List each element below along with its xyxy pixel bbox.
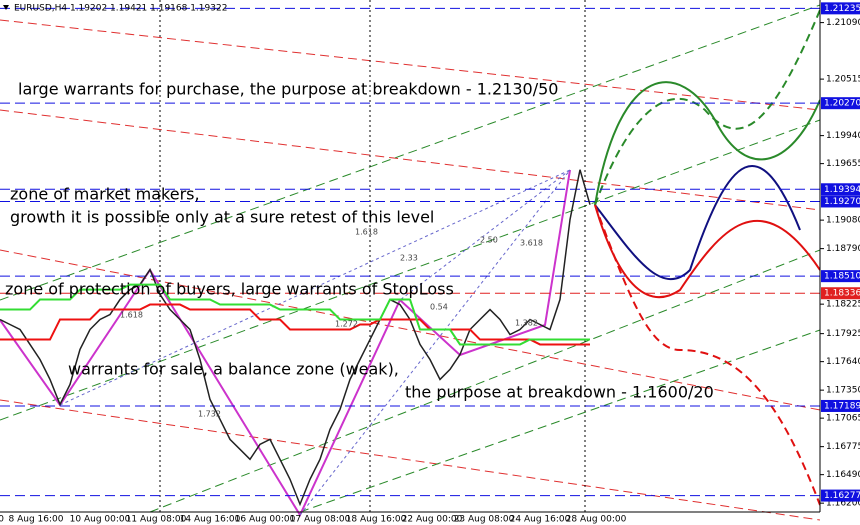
fib-label: 3.618 xyxy=(520,239,543,248)
annotation: growth it is possible only at a sure ret… xyxy=(10,208,434,227)
x-tick-label: 10 Aug 00:00 xyxy=(70,515,131,525)
x-tick-label: 18 Aug 16:00 xyxy=(346,515,407,525)
fib-label: 0.54 xyxy=(430,303,448,312)
x-tick-label: 23 Aug 08:00 xyxy=(454,515,515,525)
level-label-bg xyxy=(821,97,860,110)
price-axis-bg xyxy=(820,0,860,525)
harmonic-pattern xyxy=(0,169,571,518)
x-tick-label: 8 Aug 16:00 xyxy=(9,515,64,525)
y-tick-label: 1.16490 xyxy=(826,470,860,480)
y-tick-label: 1.19655 xyxy=(826,159,860,169)
level-label-bg xyxy=(821,489,860,502)
level-label-bg xyxy=(821,399,860,412)
price-line xyxy=(0,169,591,507)
level-label-bg xyxy=(821,183,860,196)
y-tick-label: 1.17640 xyxy=(826,357,860,367)
fib-label: 1.618 xyxy=(355,228,378,237)
x-tick-label: 17 Aug 08:00 xyxy=(290,515,351,525)
y-tick-label: 1.20515 xyxy=(826,75,860,85)
title-arrow xyxy=(3,5,9,10)
y-tick-label: 1.19940 xyxy=(826,131,860,141)
y-tick-label: 1.18225 xyxy=(826,300,860,310)
x-tick-label: 00 xyxy=(0,515,4,525)
fib-label: 1.732 xyxy=(198,410,221,419)
y-tick-label: 1.17925 xyxy=(826,329,860,339)
x-tick-label: 11 Aug 08:00 xyxy=(126,515,187,525)
level-label-bg xyxy=(821,287,860,300)
y-tick-label: 1.16775 xyxy=(826,442,860,452)
fib-label: 2.33 xyxy=(400,254,418,263)
level-label-bg xyxy=(821,2,860,15)
price-line xyxy=(0,303,590,346)
forecast-paths xyxy=(594,9,821,506)
y-tick-label: 1.17065 xyxy=(826,414,860,424)
x-tick-label: 16 Aug 00:00 xyxy=(235,515,296,525)
y-tick-label: 1.18790 xyxy=(826,244,860,254)
annotation: zone of market makers, xyxy=(10,185,200,204)
level-label: 1.16277 xyxy=(824,491,860,501)
level-label-bg xyxy=(821,195,860,208)
level-label: 1.19270 xyxy=(824,197,860,207)
level-label-bg xyxy=(821,270,860,283)
y-tick-label: 1.19080 xyxy=(826,216,860,226)
y-tick-label: 1.17350 xyxy=(826,386,860,396)
x-tick-label: 22 Aug 00:00 xyxy=(402,515,463,525)
level-label: 1.18336 xyxy=(824,289,860,299)
x-tick-label: 24 Aug 16:00 xyxy=(510,515,571,525)
annotation: zone of protection of buyers, large warr… xyxy=(5,280,454,299)
price-line xyxy=(0,283,590,346)
level-label: 1.17189 xyxy=(824,401,860,411)
y-tick-label: 1.16200 xyxy=(826,499,860,509)
fib-label: 1.618 xyxy=(120,311,143,320)
level-label: 1.21235 xyxy=(824,4,860,14)
fib-label: 1.272 xyxy=(335,320,358,329)
x-tick-label: 14 Aug 16:00 xyxy=(180,515,241,525)
annotation: the purpose at breakdown - 1.1600/20 xyxy=(405,383,714,402)
separators xyxy=(159,0,586,512)
x-tick-label: 28 Aug 00:00 xyxy=(566,515,627,525)
annotation: warrants for sale, a balance zone (weak)… xyxy=(68,360,399,379)
fib-label: 1.382 xyxy=(515,319,538,328)
fib-label: 2.50 xyxy=(480,236,498,245)
level-label: 1.19394 xyxy=(824,185,860,195)
y-tick-label: 1.21090 xyxy=(826,18,860,28)
annotation: large warrants for purchase, the purpose… xyxy=(18,80,558,99)
level-label: 1.18510 xyxy=(824,272,860,282)
plot-area xyxy=(0,7,820,507)
level-label: 1.20270 xyxy=(824,99,860,109)
chart-title: EURUSD,H4 1.19202 1.19421 1.19168 1.1932… xyxy=(14,4,227,14)
